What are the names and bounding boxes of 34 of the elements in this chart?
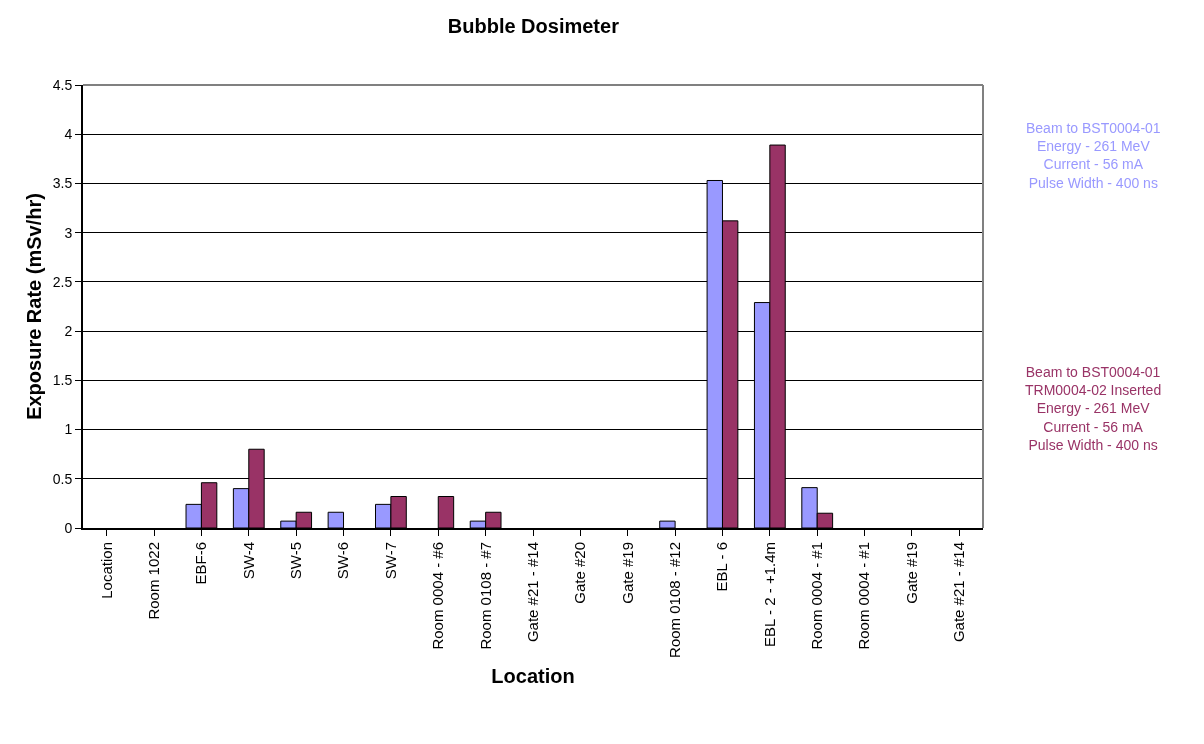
y-tick-label: 2 (64, 323, 73, 340)
x-tick-label: Room 0108 - #12 (665, 542, 683, 658)
x-tick-label: Gate #19 (902, 542, 920, 604)
x-tick-label: Room 0004 - #6 (429, 542, 447, 650)
y-tick-label: 4 (64, 126, 73, 143)
x-tick-label: EBF-6 (192, 542, 210, 585)
y-tick-label: 3.5 (52, 175, 73, 192)
x-tick-label: Room 1022 (144, 542, 162, 620)
y-tick-label: 1.5 (52, 372, 73, 389)
y-tick-label: 0.5 (52, 470, 73, 487)
text: Beam to BST0004-01 TRM0004-02 Inserted Energy - 261 MeV Current - 56 mA Pulse Width - 400 ns (1025, 364, 1162, 453)
x-axis-title: Location (491, 664, 575, 687)
x-tick-label: Gate #19 (618, 542, 636, 604)
x-tick-label: Room 0108 - #7 (476, 542, 494, 650)
y-axis-title: Exposure Rate (mSv/hr) (22, 193, 45, 420)
y-tick-label: 1 (64, 421, 73, 438)
x-tick-label: Gate #21 - #14 (950, 542, 968, 643)
x-tick-label: SW-5 (287, 542, 305, 580)
x-tick-label: SW-4 (239, 542, 257, 580)
y-tick-label: 3 (64, 224, 73, 241)
text: Beam to BST0004-01 Energy - 261 MeV Current - 56 mA Pulse Width - 400 ns (1026, 120, 1161, 191)
x-tick-label: SW-7 (381, 542, 399, 580)
x-tick-label: Location (97, 542, 115, 599)
chart-title: Bubble Dosimeter (447, 14, 620, 37)
y-tick-label: 0 (64, 519, 73, 536)
x-tick-label: EBL - 6 (713, 542, 731, 592)
y-tick-label: 2.5 (52, 273, 73, 290)
x-tick-label: EBL - 2 - +1.4m (760, 542, 778, 647)
x-tick-label: SW-6 (334, 542, 352, 580)
x-tick-label: Room 0004 - #1 (855, 542, 873, 650)
y-tick-label: 4.5 (52, 76, 73, 93)
x-tick-label: Gate #21 - #14 (523, 542, 541, 643)
x-tick-label: Room 0004 - #1 (808, 542, 826, 650)
x-tick-label: Gate #20 (571, 542, 589, 604)
